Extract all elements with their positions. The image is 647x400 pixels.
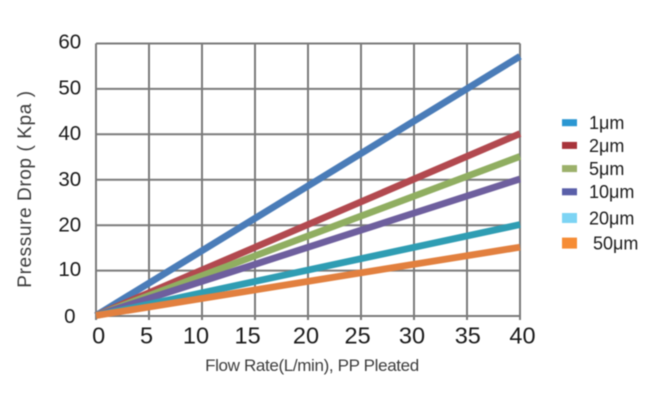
svg-text:10: 10: [183, 323, 209, 349]
svg-text:20: 20: [293, 323, 319, 349]
svg-text:40: 40: [58, 122, 81, 145]
svg-text:25: 25: [345, 323, 371, 349]
svg-text:30: 30: [58, 168, 81, 191]
svg-text:5: 5: [140, 323, 153, 349]
svg-text:40: 40: [509, 323, 535, 349]
svg-text:35: 35: [455, 323, 481, 349]
svg-text:50: 50: [58, 76, 81, 99]
svg-text:50μm: 50μm: [593, 233, 638, 253]
svg-text:1μm: 1μm: [589, 113, 624, 133]
svg-text:0: 0: [64, 305, 75, 328]
svg-text:10: 10: [58, 258, 81, 281]
svg-text:Flow Rate(L/min), PP Pleated: Flow Rate(L/min), PP Pleated: [205, 356, 419, 375]
svg-text:20μm: 20μm: [589, 208, 634, 228]
svg-text:0: 0: [92, 323, 105, 349]
svg-text:15: 15: [235, 323, 261, 349]
svg-text:5μm: 5μm: [589, 159, 624, 179]
svg-text:Pressure Drop ( Kpa ): Pressure Drop ( Kpa ): [15, 90, 36, 287]
svg-text:60: 60: [58, 31, 81, 54]
svg-text:20: 20: [58, 213, 81, 236]
svg-text:30: 30: [399, 323, 425, 349]
svg-text:10μm: 10μm: [589, 182, 634, 202]
svg-text:2μm: 2μm: [589, 136, 624, 156]
